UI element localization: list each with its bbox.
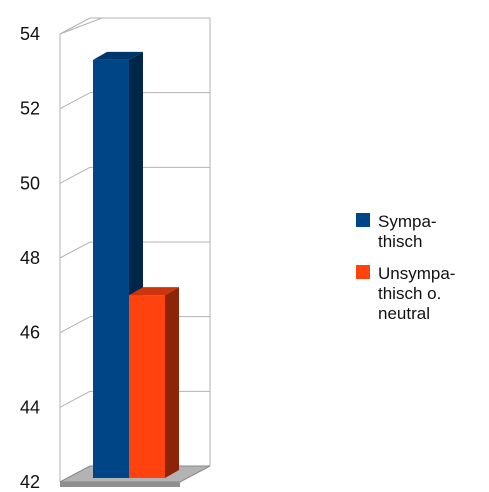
y-axis-ticks: 42 44 46 48 50 52 54 (20, 24, 40, 492)
gridline-side (59, 92, 91, 110)
y-tick-label: 44 (20, 397, 40, 417)
bar-top (129, 287, 179, 296)
y-tick-label: 46 (20, 323, 40, 343)
left-wall-top (59, 17, 103, 35)
gridline-side (59, 17, 91, 35)
bar-front (129, 295, 165, 478)
legend-item: Sympa-thisch (356, 212, 437, 251)
bar-side (165, 287, 179, 478)
bars (93, 51, 179, 478)
y-tick-label: 54 (20, 24, 40, 44)
gridline-side (59, 390, 91, 408)
legend-label: thisch (378, 232, 422, 251)
legend-label: thisch o. (378, 284, 441, 303)
legend-label: Unsympa- (378, 264, 455, 283)
legend: Sympa-thisch Unsympa-thisch o.neutral (356, 212, 455, 323)
legend-swatch (356, 265, 370, 279)
y-tick-label: 50 (20, 173, 40, 193)
gridline-side (59, 241, 91, 259)
gridline-side (59, 316, 91, 334)
bar-unsympathisch (129, 287, 179, 478)
legend-item: Unsympa-thisch o.neutral (356, 264, 455, 323)
bar-front (93, 59, 129, 478)
legend-label: Sympa- (378, 212, 437, 231)
legend-label: neutral (378, 304, 430, 323)
gridline-side (59, 166, 91, 184)
bar-top (93, 51, 143, 60)
y-tick-label: 52 (20, 99, 40, 119)
legend-swatch (356, 213, 370, 227)
y-tick-label: 48 (20, 248, 40, 268)
y-tick-label: 42 (20, 472, 40, 492)
floor-front (60, 482, 180, 487)
